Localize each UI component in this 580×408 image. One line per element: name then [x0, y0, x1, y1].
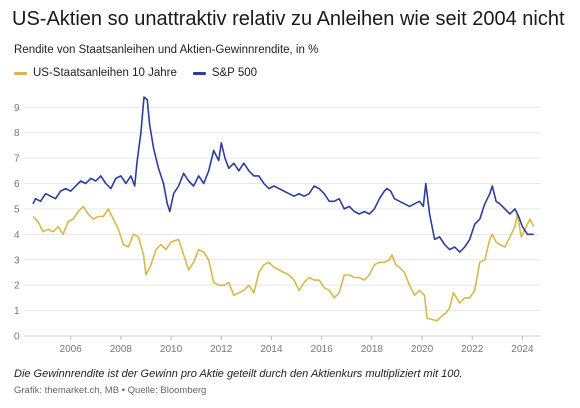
legend-swatch-sp500: [192, 71, 206, 75]
x-tick-label: 2016: [311, 344, 334, 355]
x-tick-label: 2022: [461, 344, 484, 355]
y-tick-label: 0: [14, 332, 20, 343]
legend: US-Staatsanleihen 10 Jahre S&P 500: [14, 67, 257, 79]
x-axis-ticks: 2006 2008 2010 2012 2014 2016 2018 2020 2022 2024: [60, 336, 534, 355]
legend-label-sp500: S&P 500: [211, 67, 258, 79]
y-tick-label: 9: [14, 103, 20, 114]
chart-subtitle: Rendite von Staatsanleihen und Aktien-Ge…: [14, 44, 319, 56]
footnote: Die Gewinnrendite ist der Gewinn pro Akt…: [14, 368, 463, 380]
y-tick-label: 7: [14, 154, 20, 165]
y-tick-label: 2: [14, 281, 20, 292]
y-tick-label: 5: [14, 204, 20, 215]
y-axis-ticks: 0 1 2 3 4 5 6 7 8 9: [14, 103, 20, 343]
chart-title: US-Aktien so unattraktiv relativ zu Anle…: [12, 8, 565, 30]
x-tick-label: 2014: [260, 344, 283, 355]
y-tick-label: 8: [14, 128, 20, 139]
series-line-sp500: [32, 96, 534, 253]
legend-item-bonds: US-Staatsanleihen 10 Jahre: [14, 67, 177, 79]
x-tick-label: 2008: [110, 344, 133, 355]
x-tick-label: 2020: [411, 344, 434, 355]
y-tick-label: 6: [14, 179, 20, 190]
legend-item-sp500: S&P 500: [192, 67, 258, 79]
x-tick-label: 2012: [210, 344, 233, 355]
source-note: Grafik: themarket.ch, MB • Quelle: Bloom…: [14, 385, 207, 396]
y-tick-label: 4: [14, 230, 20, 241]
legend-swatch-bonds: [14, 71, 27, 75]
y-tick-label: 3: [14, 255, 20, 266]
series-lines: [32, 96, 535, 322]
legend-label-bonds: US-Staatsanleihen 10 Jahre: [33, 67, 177, 79]
y-tick-label: 1: [14, 306, 20, 317]
x-tick-label: 2024: [511, 344, 534, 355]
series-line-bonds: [32, 205, 535, 322]
x-tick-label: 2018: [361, 344, 384, 355]
x-tick-label: 2010: [160, 344, 183, 355]
x-tick-label: 2006: [60, 344, 83, 355]
grid: [24, 106, 540, 337]
